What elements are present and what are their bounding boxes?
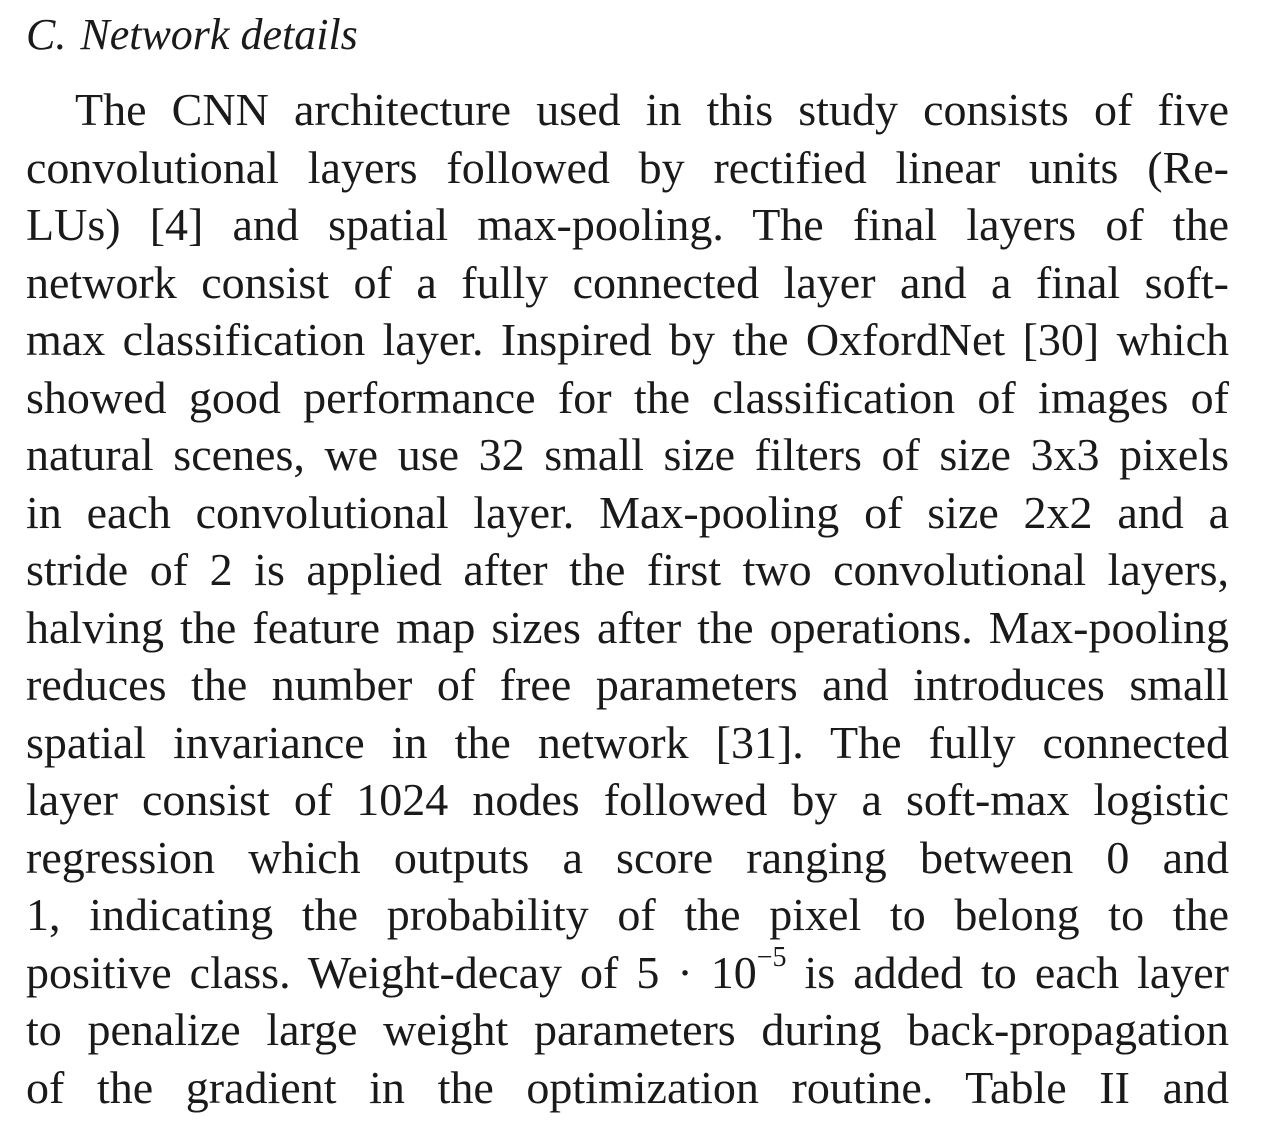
text-line: of the gradient in the optimization rout…	[26, 1061, 1229, 1113]
text-line: to penalize large weight parameters duri…	[26, 1004, 1229, 1055]
text-line: halving the feature map sizes after the …	[26, 601, 1229, 653]
text-before-math: positive class. Weight-decay of 5 · 10	[26, 946, 757, 998]
section-label: C.	[26, 10, 67, 59]
text-line-with-math: positive class. Weight-decay of 5 · 10−5…	[26, 941, 1230, 1002]
math-exponent: −5	[756, 941, 787, 973]
text-line: layer consist of 1024 nodes followed by …	[26, 774, 1229, 825]
text-line: spatial invariance in the network [31]. …	[26, 716, 1229, 768]
section-heading: C. Network details	[26, 10, 358, 60]
text-line: network consist of a fully connected lay…	[26, 256, 1229, 308]
text-line: LUs) [4] and spatial max-pooling. The fi…	[26, 199, 1229, 250]
text-line: natural scenes, we use 32 small size fil…	[26, 429, 1229, 480]
text-line: showed good performance for the classifi…	[26, 371, 1229, 423]
text-line: The CNN architecture used in this study …	[75, 84, 1229, 135]
text-line: convolutional layers followed by rectifi…	[26, 141, 1229, 193]
text-line: regression which outputs a score ranging…	[26, 831, 1229, 883]
body-paragraph: The CNN architecture used in this study …	[26, 81, 1229, 1116]
text-line: in each convolutional layer. Max-pooling…	[26, 486, 1229, 538]
text-line: 1, indicating the probability of the pix…	[26, 889, 1229, 940]
text-after-math: is added to each layer	[786, 946, 1230, 998]
text-line: max classification layer. Inspired by th…	[26, 314, 1229, 365]
text-line: reduces the number of free parameters an…	[26, 659, 1229, 710]
text-line: stride of 2 is applied after the first t…	[26, 544, 1229, 595]
section-title: Network details	[80, 10, 358, 59]
